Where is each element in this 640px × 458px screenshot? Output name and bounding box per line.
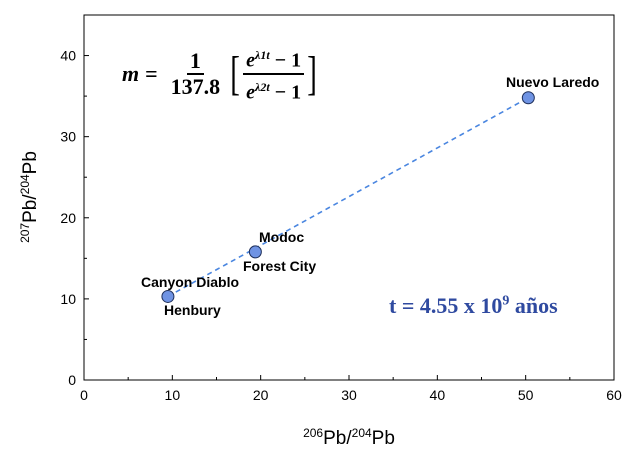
formula-exp-numerator: eλ1t − 1 [243,43,305,75]
formula-left-bracket: [ [230,47,240,100]
data-point [521,91,535,105]
formula-lhs: m [122,61,140,86]
data-points [161,91,535,303]
label-forest-city: Forest City [243,258,316,274]
label-henbury: Henbury [164,302,221,318]
formula-denominator: 137.8 [170,74,221,99]
x-tick-label: 60 [606,387,622,403]
y-tick-label: 30 [60,129,76,145]
x-tick-label: 30 [341,387,357,403]
formula-exp-denominator: eλ2t − 1 [246,80,302,104]
x-tick-label: 40 [430,387,446,403]
formula-numerator: 1 [186,49,204,75]
slope-formula: m = 1 137.8 [ eλ1t − 1 eλ2t − 1 ] [122,44,320,104]
age-annotation: t = 4.55 x 109 años [389,293,558,318]
isochron-line [167,97,529,298]
label-modoc: Modoc [259,229,304,245]
formula-equals: = [145,61,158,86]
x-tick-label: 0 [80,387,88,403]
x-tick-label: 50 [518,387,534,403]
x-axis-ticks: 0 10 20 30 40 50 60 [80,375,622,403]
label-canyon-diablo: Canyon Diablo [141,274,239,290]
y-axis-ticks: 0 10 20 30 40 [60,48,89,388]
formula-fraction: 1 137.8 [168,49,224,99]
y-tick-label: 0 [68,372,76,388]
y-tick-label: 10 [60,291,76,307]
x-axis-title: 206Pb/204Pb [303,426,395,449]
formula-exp-fraction: eλ1t − 1 eλ2t − 1 [243,43,305,104]
x-tick-label: 10 [165,387,181,403]
y-tick-label: 20 [60,210,76,226]
data-point [161,289,175,303]
formula-right-bracket: ] [307,47,317,100]
y-axis-title: 207Pb/204Pb [18,151,41,243]
data-point [248,245,262,259]
y-tick-label: 40 [60,48,76,64]
x-tick-label: 20 [253,387,269,403]
label-nuevo-laredo: Nuevo Laredo [506,74,599,90]
